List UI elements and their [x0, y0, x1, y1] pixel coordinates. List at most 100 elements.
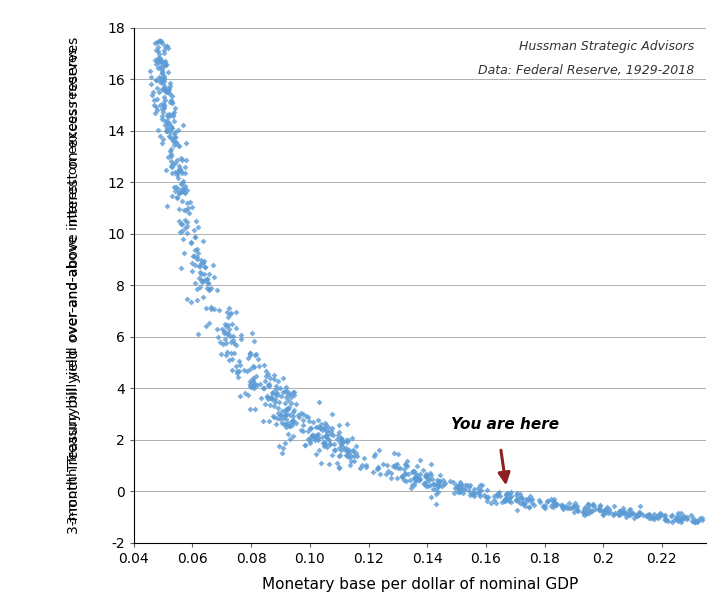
Point [258, 361, 270, 370]
Point [233, 366, 244, 376]
Point [268, 412, 280, 421]
Point [180, 162, 191, 172]
Point [197, 276, 209, 285]
Point [467, 489, 479, 499]
Point [583, 499, 594, 509]
Point [161, 60, 172, 70]
Point [247, 362, 259, 371]
Point [163, 113, 174, 122]
Point [622, 510, 634, 520]
Point [282, 405, 294, 414]
Point [166, 150, 177, 159]
Point [528, 500, 539, 510]
Point [159, 121, 171, 130]
Point [220, 350, 232, 360]
Point [467, 487, 479, 497]
Point [199, 262, 211, 271]
Point [310, 435, 321, 445]
Point [192, 329, 204, 339]
Point [262, 380, 273, 390]
Point [244, 350, 256, 360]
Point [146, 72, 157, 81]
Point [643, 513, 655, 523]
Point [168, 107, 179, 117]
Point [571, 501, 582, 511]
Point [433, 481, 445, 491]
Point [231, 361, 242, 370]
Point [205, 302, 217, 312]
Point [191, 252, 203, 262]
Point [499, 494, 511, 504]
Point [514, 488, 526, 498]
Point [176, 168, 188, 178]
Point [400, 476, 412, 486]
Point [270, 420, 282, 429]
Point [213, 305, 224, 315]
Point [186, 266, 198, 276]
Point [173, 165, 184, 174]
Point [277, 413, 288, 423]
Point [318, 424, 330, 434]
Point [468, 491, 480, 500]
Point [164, 81, 176, 91]
Point [199, 275, 211, 285]
Point [173, 216, 184, 226]
Point [191, 216, 202, 226]
Point [222, 307, 233, 317]
Point [534, 497, 546, 507]
Point [373, 462, 384, 472]
Point [306, 430, 318, 440]
Point [156, 68, 168, 78]
Point [157, 62, 168, 71]
Point [577, 507, 589, 517]
Point [220, 321, 232, 331]
Point [673, 516, 684, 526]
Point [153, 36, 165, 46]
Point [386, 469, 397, 478]
Point [202, 279, 214, 288]
Point [248, 380, 260, 390]
Point [519, 499, 531, 508]
Point [313, 435, 324, 445]
Point [153, 49, 165, 58]
Point [189, 233, 200, 242]
Point [348, 456, 359, 466]
Point [333, 444, 345, 453]
Point [271, 413, 282, 423]
Point [501, 494, 513, 504]
Point [275, 384, 286, 393]
Point [369, 449, 381, 458]
Point [270, 384, 282, 394]
Point [151, 93, 163, 103]
Point [177, 176, 189, 186]
Point [177, 186, 189, 195]
Point [503, 494, 514, 504]
Point [251, 380, 262, 390]
Point [425, 492, 437, 502]
Point [313, 429, 324, 439]
Point [224, 331, 236, 341]
Point [163, 109, 174, 119]
Point [192, 222, 204, 232]
Point [516, 494, 528, 504]
Point [228, 339, 239, 349]
Point [627, 508, 638, 517]
Point [195, 258, 206, 268]
Point [180, 155, 191, 165]
Point [253, 361, 265, 371]
Point [422, 472, 433, 481]
Point [156, 66, 167, 75]
Point [573, 507, 584, 516]
Point [614, 506, 625, 516]
Point [579, 502, 591, 511]
Point [420, 469, 432, 479]
Point [286, 417, 298, 426]
Point [551, 499, 563, 508]
Point [280, 382, 292, 391]
Point [340, 435, 351, 444]
Point [331, 434, 343, 444]
Point [191, 284, 203, 294]
Point [230, 324, 242, 333]
Point [162, 43, 174, 53]
Point [475, 485, 487, 494]
